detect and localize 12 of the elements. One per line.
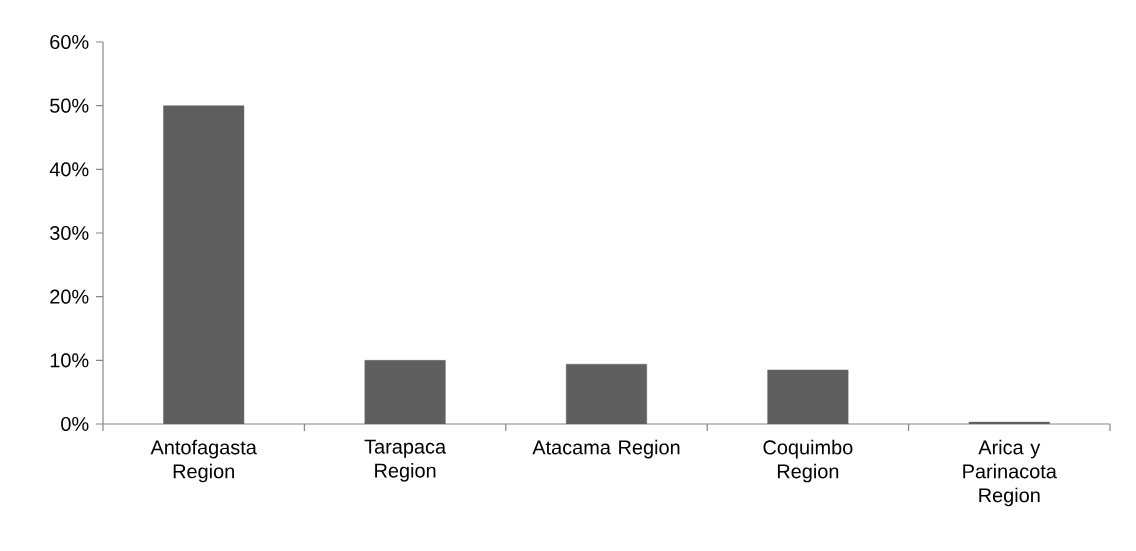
y-tick-label: 30%	[50, 225, 89, 241]
y-tick-label: 40%	[49, 162, 89, 177]
x-tick-label: Antofagasta Region	[150, 439, 257, 483]
y-tick-label: 20%	[50, 289, 89, 304]
x-tick-label: Atacama Region	[532, 439, 680, 459]
y-tick-label: 60%	[50, 34, 89, 50]
y-tick-label: 0%	[61, 416, 89, 432]
y-tick-label: 50%	[50, 98, 89, 113]
x-tick-label: Coquimbo Region	[763, 439, 853, 483]
x-tick-label: Arica y Parinacota Region	[963, 439, 1057, 507]
x-tick-label: Tarapaca Region	[364, 439, 447, 482]
y-tick-label: 10%	[50, 353, 89, 368]
